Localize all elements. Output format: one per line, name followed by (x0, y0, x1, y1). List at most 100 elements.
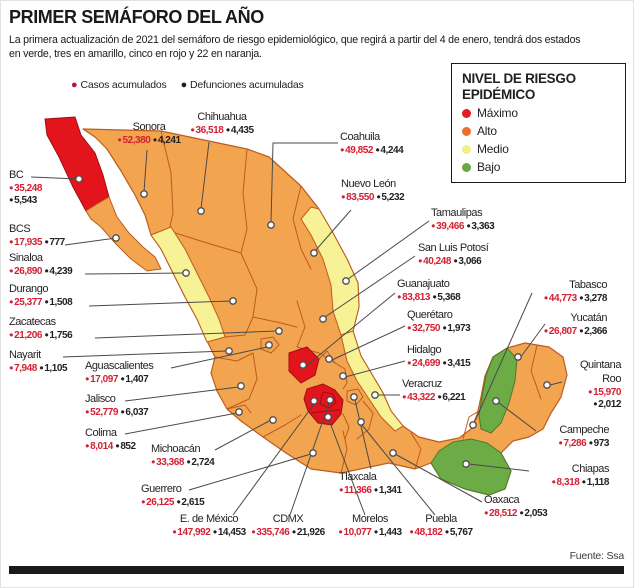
source-credit: Fuente: Ssa (569, 550, 625, 562)
state-name: Michoacán (151, 443, 201, 455)
state-values: ●83,813 ●5,368 (397, 291, 461, 303)
leader-line-Yucatán (519, 323, 546, 359)
state-label-Yucatán: Yucatán ●26,807 ●2,366 (544, 312, 608, 338)
state-name: Jalisco (85, 393, 116, 405)
state-values: ●147,992 ●14,453 (172, 526, 246, 538)
state-label-Puebla: Puebla ●48,182 ●5,767 (409, 513, 473, 539)
state-label-Veracruz: Veracruz ●43,322 ●6,221 (402, 378, 466, 404)
leader-line-E. de México (232, 403, 315, 516)
risk-level-legend: NIVEL DE RIESGO EPIDÉMICO Máximo Alto Medi… (451, 63, 626, 184)
state-marker-Veracruz (371, 391, 379, 399)
state-values: ●36,518 ●4,435 (190, 124, 254, 136)
state-marker-Quintana Roo (543, 381, 551, 389)
state-name: Aguascalientes (85, 360, 154, 372)
state-values: ●32,750 ●1,973 (407, 322, 471, 334)
leader-line-Sonora (143, 149, 148, 193)
state-marker-Tamaulipas (342, 277, 350, 285)
state-marker-Aguascalientes (265, 341, 273, 349)
state-name: Sinaloa (9, 252, 43, 264)
legend-casos-label: Casos acumulados (80, 79, 167, 91)
state-name: Tabasco (569, 279, 607, 291)
state-label-Michoacán: Michoacán ●33,368 ●2,724 (151, 443, 215, 469)
risk-level-bajo: Bajo (462, 160, 615, 174)
state-name: Durango (9, 283, 49, 295)
state-label-Zacatecas: Zacatecas ●21,206 ●1,756 (9, 316, 73, 342)
leader-line-Querétaro (331, 325, 406, 361)
state-values: ●17,097 ●1,407 (85, 373, 149, 385)
state-label-Campeche: Campeche ●7,286 ●973 (558, 424, 609, 450)
state-label-Jalisco: Jalisco ●52,779 ●6,037 (85, 393, 149, 419)
risk-level-label: Bajo (477, 160, 501, 175)
region-veracruz (340, 330, 404, 432)
leader-line-Quintana Roo (549, 381, 563, 386)
state-label-Morelos: Morelos ●10,077 ●1,443 (338, 513, 402, 539)
leader-line-Michoacán (214, 419, 272, 451)
legend-casos: ● Casos acumulados (71, 79, 167, 91)
legend-defunciones: ● Defunciones acumuladas (181, 79, 304, 91)
state-name: CDMX (272, 513, 304, 525)
state-label-Aguascalientes: Aguascalientes ●17,097 ●1,407 (85, 360, 154, 386)
state-values: ●33,368 ●2,724 (151, 456, 215, 468)
risk-level-label: Alto (477, 124, 497, 139)
state-values: ●43,322 ●6,221 (402, 391, 466, 403)
state-marker-Tlaxcala (350, 393, 358, 401)
series-legend: ● Casos acumulados ● Defunciones acumulada… (71, 79, 304, 91)
risk-level-label: Máximo (477, 106, 518, 121)
leader-line-Aguascalientes (170, 346, 268, 369)
state-name: Nuevo León (341, 178, 396, 190)
leader-line-Guanajuato (305, 292, 396, 367)
state-marker-Morelos (324, 413, 332, 421)
state-marker-Colima (235, 408, 243, 416)
state-name: Nayarit (9, 349, 41, 361)
state-values: ●21,206 ●1,756 (9, 329, 73, 341)
leader-line-Nuevo León (314, 209, 352, 252)
state-label-CDMX: CDMX ●335,746 ●21,926 (251, 513, 325, 539)
state-label-Hidalgo: Hidalgo ●24,699 ●3,415 (407, 344, 471, 370)
state-marker-Coahuila (267, 221, 275, 229)
leader-line-Chiapas (468, 463, 530, 472)
risk-level-label: Medio (477, 142, 509, 157)
leader-line-Morelos (328, 419, 366, 516)
state-marker-Nuevo León (310, 249, 318, 257)
leader-line-Guerrero (188, 453, 312, 491)
state-marker-Jalisco (237, 382, 245, 390)
state-label-Tabasco: Tabasco ●44,773 ●3,278 (544, 279, 608, 305)
state-label-BCS: BCS ●17,935 ●777 (9, 223, 65, 249)
state-marker-E. de México (310, 397, 318, 405)
state-values: ●39,466 ●3,363 (431, 220, 495, 232)
state-values: ●7,286 ●973 (558, 437, 609, 449)
risk-legend-items: Máximo Alto Medio Bajo (462, 106, 615, 174)
leader-line-Zacatecas (94, 330, 278, 339)
state-marker-CDMX (326, 396, 334, 404)
state-marker-BCS (112, 234, 120, 242)
leader-line-BC (30, 176, 80, 180)
risk-swatch-icon (462, 162, 471, 172)
page-title: PRIMER SEMÁFORO DEL AÑO (9, 7, 264, 27)
state-marker-Zacatecas (275, 327, 283, 335)
state-values: ●83,550 ●5,232 (341, 191, 405, 203)
region-campeche (478, 347, 518, 434)
state-marker-Sonora (140, 190, 148, 198)
state-marker-Guanajuato (299, 361, 307, 369)
state-label-Colima: Colima ●8,014 ●852 (85, 427, 136, 453)
risk-legend-title: NIVEL DE RIESGO EPIDÉMICO (462, 71, 576, 102)
state-marker-Chihuahua (197, 207, 205, 215)
state-name: Zacatecas (9, 316, 56, 328)
state-label-Durango: Durango ●25,377 ●1,508 (9, 283, 73, 309)
state-marker-Puebla (357, 418, 365, 426)
risk-level-máximo: Máximo (462, 106, 615, 120)
state-name: Guerrero (141, 483, 182, 495)
state-label-San Luis Potosí: San Luis Potosí ●40,248 ●3,066 (418, 242, 489, 268)
state-marker-Chiapas (462, 460, 470, 468)
leader-line-Coahuila (270, 142, 338, 224)
state-label-Sinaloa: Sinaloa ●26,890 ●4,239 (9, 252, 73, 278)
state-marker-Michoacán (269, 416, 277, 424)
state-marker-Campeche (492, 397, 500, 405)
risk-swatch-icon (462, 126, 471, 136)
state-label-Tamaulipas: Tamaulipas ●39,466 ●3,363 (431, 207, 495, 233)
state-name: Colima (85, 427, 117, 439)
state-values: ●7,948 ●1,105 (9, 362, 68, 374)
leader-line-Nayarit (62, 350, 228, 358)
state-values: ●5,543 (9, 195, 37, 207)
